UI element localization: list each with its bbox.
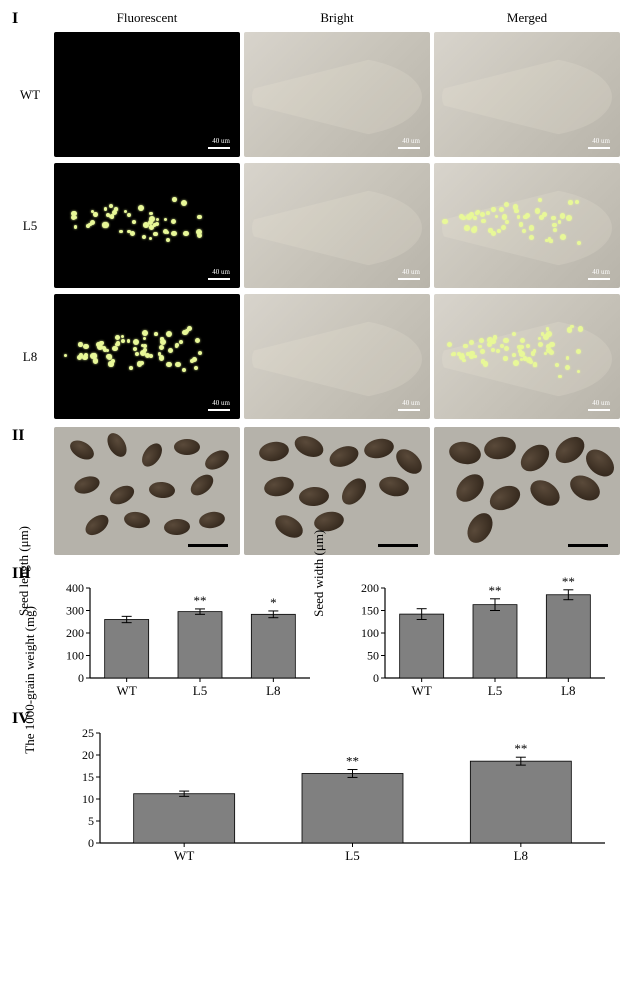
svg-text:WT: WT [117, 683, 137, 698]
svg-text:L5: L5 [193, 683, 207, 698]
svg-text:0: 0 [78, 671, 84, 685]
scale-bar-icon [398, 147, 420, 149]
seed-width-chart: Seed width (μm) 050100150200WT**L5**L8 [355, 570, 610, 700]
L8-merged-image: 40 um [434, 294, 620, 419]
svg-text:L8: L8 [266, 683, 280, 698]
scale-bar-icon [588, 147, 610, 149]
svg-text:200: 200 [66, 626, 84, 640]
figure-container: I Fluorescent Bright Merged WT 40 um 40 … [10, 10, 626, 865]
WT-bright-image: 40 um [244, 32, 430, 157]
svg-text:**: ** [562, 574, 575, 589]
svg-text:0: 0 [88, 836, 94, 850]
panel-I: I Fluorescent Bright Merged WT 40 um 40 … [10, 10, 626, 419]
col-header-fluorescent: Fluorescent [54, 10, 240, 30]
microscopy-grid: WT 40 um 40 um 40 um L5 40 um [10, 32, 626, 419]
scale-bar-icon [188, 544, 228, 547]
grain-weight-chart: The 1000-grain weight (mg) 0510152025WT*… [70, 715, 626, 865]
WT-merged-image: 40 um [434, 32, 620, 157]
scale-bar-icon [588, 278, 610, 280]
scale-bar-icon [398, 278, 420, 280]
svg-text:**: ** [346, 754, 359, 769]
row-label-L5: L5 [10, 163, 50, 288]
col-header-merged: Merged [434, 10, 620, 30]
scale-text: 40 um [592, 137, 610, 145]
svg-text:WT: WT [412, 683, 432, 698]
scale-bar-icon [398, 409, 420, 411]
svg-text:100: 100 [66, 649, 84, 663]
scale-text: 40 um [212, 268, 230, 276]
svg-text:*: * [270, 595, 277, 610]
svg-text:L5: L5 [345, 848, 359, 863]
seed-panel-WT [54, 427, 240, 555]
svg-text:WT: WT [174, 848, 194, 863]
panel-III: III Seed length (μm) 0100200300400WT**L5… [10, 570, 626, 700]
scale-text: 40 um [402, 268, 420, 276]
scale-bar-icon [208, 278, 230, 280]
svg-text:20: 20 [82, 748, 94, 762]
svg-text:400: 400 [66, 581, 84, 595]
seed-length-chart: Seed length (μm) 0100200300400WT**L5*L8 [60, 570, 315, 700]
scale-text: 40 um [592, 399, 610, 407]
grain-weight-ylabel: The 1000-grain weight (mg) [22, 606, 38, 754]
seed-width-ylabel: Seed width (μm) [311, 530, 327, 617]
svg-text:L5: L5 [488, 683, 502, 698]
seed-panel-L5 [244, 427, 430, 555]
svg-text:25: 25 [82, 726, 94, 740]
svg-text:**: ** [194, 593, 207, 608]
seed-length-ylabel: Seed length (μm) [16, 526, 32, 616]
svg-text:L8: L8 [561, 683, 575, 698]
svg-text:50: 50 [367, 649, 379, 663]
scale-text: 40 um [402, 399, 420, 407]
scale-bar-icon [378, 544, 418, 547]
scale-text: 40 um [402, 137, 420, 145]
L5-fluorescent-image: 40 um [54, 163, 240, 288]
panel-II-label: II [12, 427, 24, 445]
svg-text:15: 15 [82, 770, 94, 784]
L8-fluorescent-image: 40 um [54, 294, 240, 419]
svg-text:**: ** [514, 741, 527, 756]
svg-text:5: 5 [88, 814, 94, 828]
panel-IV: IV The 1000-grain weight (mg) 0510152025… [10, 715, 626, 865]
WT-fluorescent-image: 40 um [54, 32, 240, 157]
scale-bar-icon [588, 409, 610, 411]
L5-merged-image: 40 um [434, 163, 620, 288]
scale-bar-icon [568, 544, 608, 547]
row-label-WT: WT [10, 32, 50, 157]
scale-text: 40 um [212, 137, 230, 145]
svg-text:150: 150 [361, 604, 379, 618]
scale-text: 40 um [592, 268, 610, 276]
svg-text:300: 300 [66, 604, 84, 618]
scale-text: 40 um [212, 399, 230, 407]
svg-text:10: 10 [82, 792, 94, 806]
svg-text:0: 0 [373, 671, 379, 685]
scale-bar-icon [208, 147, 230, 149]
row-label-L8: L8 [10, 294, 50, 419]
col-header-bright: Bright [244, 10, 430, 30]
panel-I-label: I [12, 10, 18, 28]
L5-bright-image: 40 um [244, 163, 430, 288]
svg-text:100: 100 [361, 626, 379, 640]
svg-text:L8: L8 [514, 848, 528, 863]
seed-panel-L8 [434, 427, 620, 555]
L8-bright-image: 40 um [244, 294, 430, 419]
svg-text:200: 200 [361, 581, 379, 595]
svg-text:**: ** [489, 583, 502, 598]
scale-bar-icon [208, 409, 230, 411]
